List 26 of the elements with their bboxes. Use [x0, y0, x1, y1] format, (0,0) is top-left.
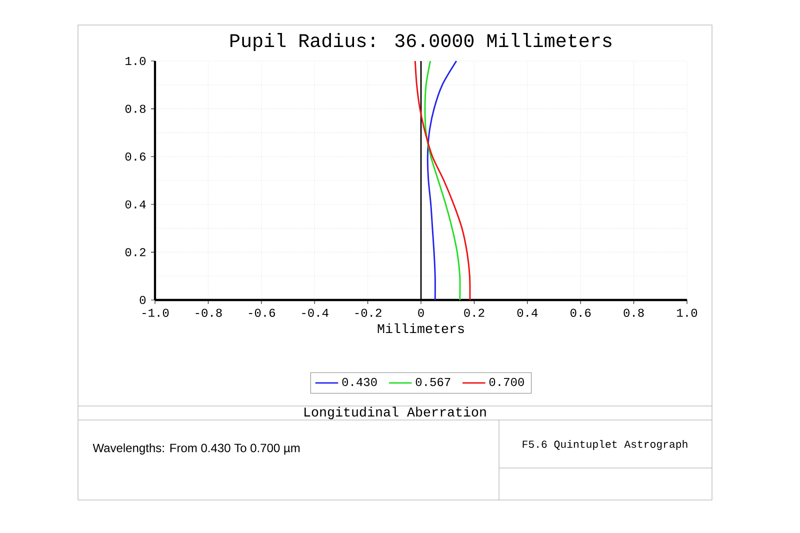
x-tick-label: 1.0 [677, 308, 698, 317]
line-series [414, 60, 471, 301]
x-axis-title: Millimeters [378, 323, 464, 334]
y-tick-label: 1.0 [126, 56, 146, 66]
y-tick-label: 0.8 [125, 104, 146, 113]
x-tick-label: -0.6 [248, 308, 276, 317]
x-tick-label: 0 [418, 308, 424, 317]
x-tick-label: -0.4 [302, 308, 328, 317]
x-tick-label: -0.8 [196, 308, 222, 317]
y-tick-label: 0.4 [125, 200, 146, 208]
x-tick-label: -0.2 [355, 308, 382, 317]
x-tick-label: 0.2 [464, 308, 484, 317]
text: F5.6 Quintuplet Astrograph [522, 440, 688, 450]
chart-title: Pupil Radius: 36.0000 Millimeters [230, 33, 612, 51]
legend-label: 0.430 [342, 378, 377, 386]
text: Longitudinal Aberration [304, 406, 486, 420]
legend-label: 0.567 [416, 378, 450, 386]
x-tick-label: 0.8 [624, 308, 644, 317]
text: Wavelengths: From 0.430 To 0.700 µm [92, 443, 300, 455]
x-tick-label: -1.0 [142, 308, 169, 317]
x-tick-label: 0.4 [517, 308, 538, 317]
y-tick-label: 0.6 [125, 152, 146, 161]
x-tick-label: 0.6 [570, 308, 591, 317]
legend-label: 0.700 [489, 378, 524, 386]
y-tick-label: 0 [140, 296, 146, 304]
y-tick-label: 0.2 [125, 248, 146, 256]
